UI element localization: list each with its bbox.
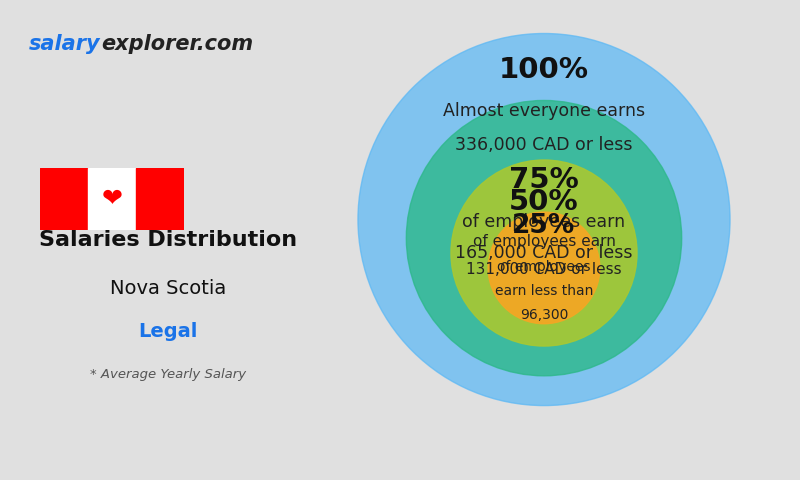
Text: explorer.com: explorer.com	[101, 34, 253, 54]
Text: salary: salary	[29, 34, 101, 54]
Text: 50%: 50%	[509, 188, 579, 216]
Text: of employees earn: of employees earn	[462, 213, 626, 230]
Text: ❤: ❤	[102, 187, 122, 211]
Text: 75%: 75%	[509, 166, 579, 194]
Text: 165,000 CAD or less: 165,000 CAD or less	[455, 244, 633, 262]
Text: of employees: of employees	[498, 260, 590, 274]
Text: 25%: 25%	[512, 213, 576, 239]
Circle shape	[406, 100, 682, 376]
Text: 131,000 CAD or less: 131,000 CAD or less	[466, 263, 622, 277]
Bar	[136, 168, 184, 230]
Text: of employees earn: of employees earn	[473, 234, 615, 250]
Text: Legal: Legal	[138, 322, 198, 341]
Circle shape	[451, 160, 637, 346]
Text: Almost everyone earns: Almost everyone earns	[443, 102, 645, 120]
Text: Nova Scotia: Nova Scotia	[110, 278, 226, 298]
Text: 96,300: 96,300	[520, 308, 568, 322]
Text: * Average Yearly Salary: * Average Yearly Salary	[90, 368, 246, 381]
Circle shape	[358, 34, 730, 406]
Text: Salaries Distribution: Salaries Distribution	[39, 230, 297, 250]
Bar	[88, 168, 136, 230]
Text: 100%: 100%	[499, 56, 589, 84]
Text: 336,000 CAD or less: 336,000 CAD or less	[455, 136, 633, 154]
Circle shape	[488, 212, 600, 324]
Bar	[40, 168, 88, 230]
Text: earn less than: earn less than	[495, 284, 593, 298]
